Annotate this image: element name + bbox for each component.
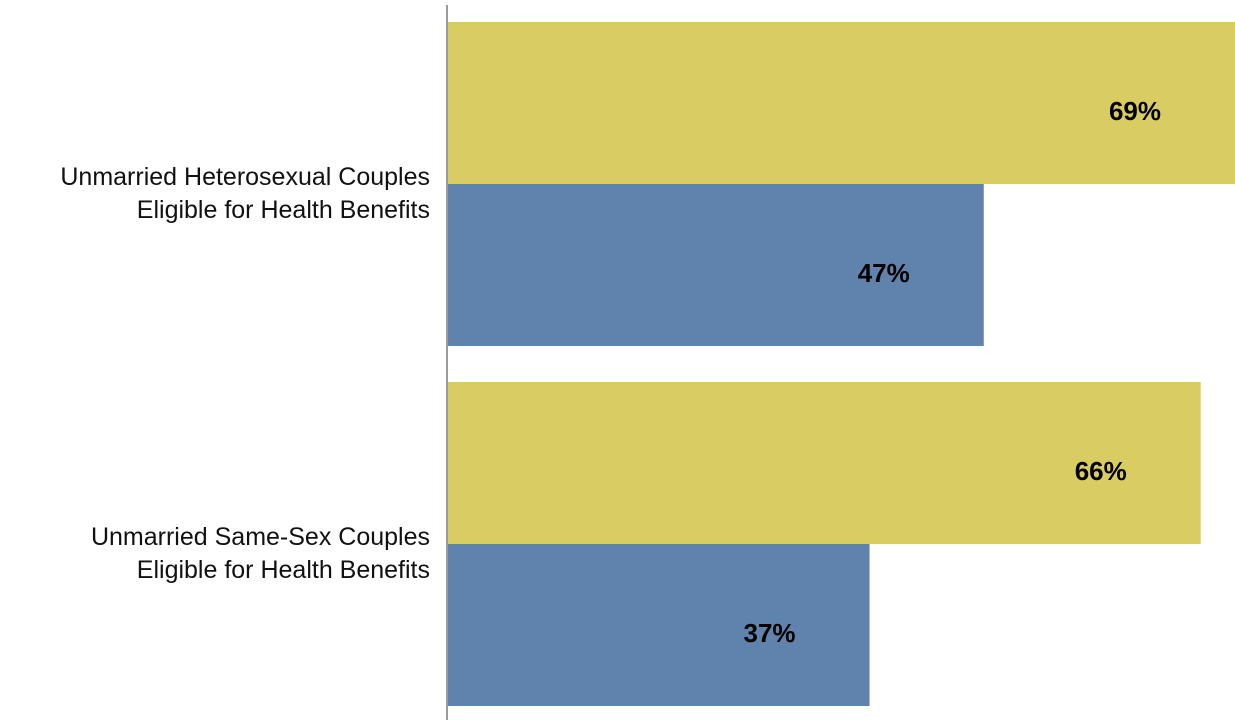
value-label: 69% [1109, 96, 1161, 126]
bar [447, 382, 1201, 544]
bar [447, 544, 870, 706]
bar [447, 22, 1235, 184]
value-label: 66% [1075, 456, 1127, 486]
value-label: 47% [858, 258, 910, 288]
category-label: Unmarried Same-Sex Couples Eligible for … [90, 523, 430, 584]
category-label: Unmarried Heterosexual Couples Eligible … [60, 163, 430, 224]
value-label: 37% [744, 618, 796, 648]
bar [447, 184, 984, 346]
